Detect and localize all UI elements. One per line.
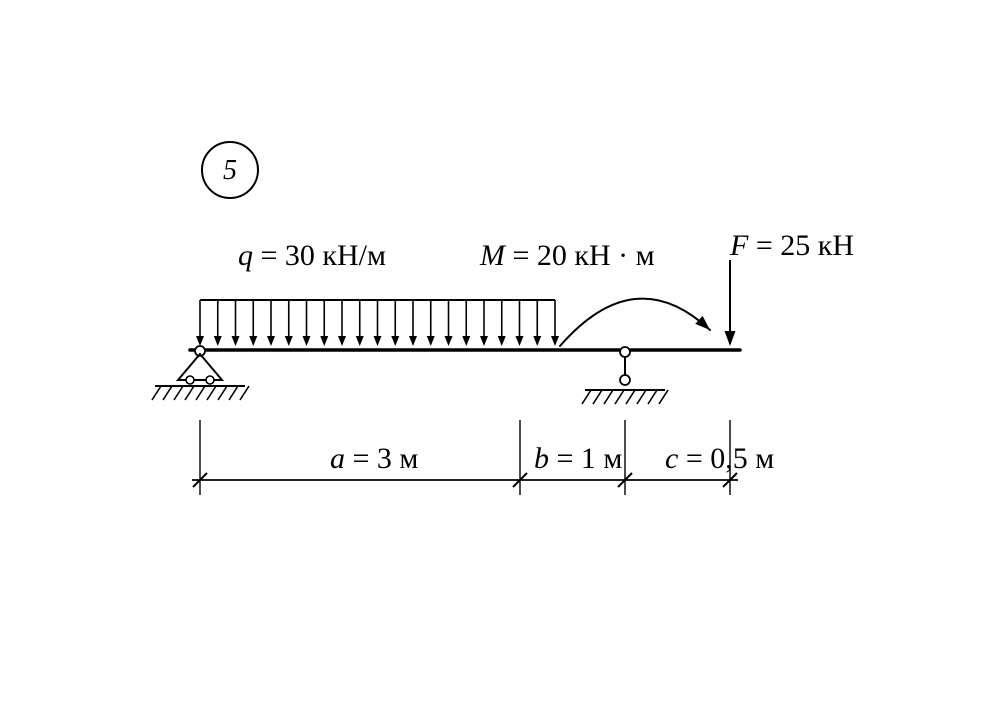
labels: q = 30 кН/м M = 20 кН · м F = 25 кН a = 3 м… [238, 229, 854, 475]
support-roller-C [582, 347, 668, 404]
moment-load [550, 281, 710, 346]
label-M: M = 20 кН · м [479, 239, 655, 272]
label-a: a = 3 м [330, 442, 418, 475]
dimension-line [192, 420, 738, 495]
problem-number: 5 [223, 155, 237, 186]
label-F: F = 25 кН [729, 229, 854, 262]
label-c: c = 0,5 м [665, 442, 774, 475]
problem-number-badge: 5 [202, 142, 258, 198]
label-q: q = 30 кН/м [238, 239, 386, 272]
label-b: b = 1 м [534, 442, 622, 475]
distributed-load [196, 300, 559, 346]
support-pin-A [152, 346, 249, 400]
